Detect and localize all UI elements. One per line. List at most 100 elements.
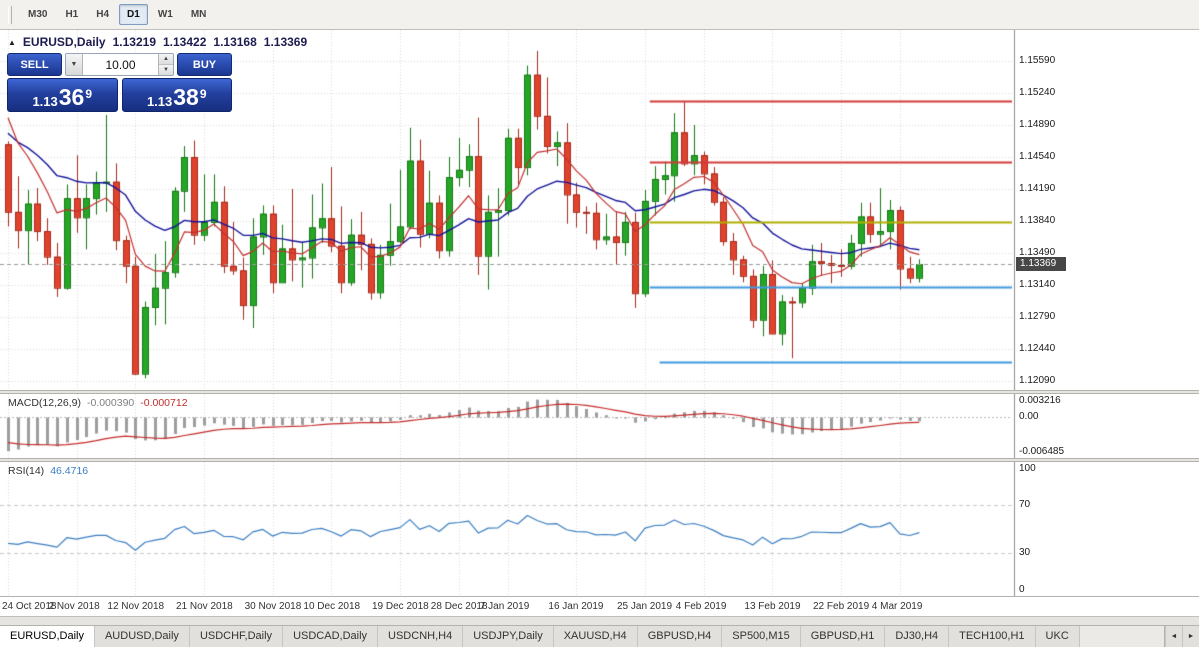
price-scale-label: 1.15240 (1019, 87, 1056, 98)
chart-title-close: 1.13369 (263, 35, 308, 49)
macd-canvas[interactable] (0, 394, 1199, 458)
price-scale-label: 1.15590 (1019, 54, 1056, 66)
chart-tab-dj30-h4[interactable]: DJ30,H4 (885, 626, 950, 647)
price-scale-label: 1.13140 (1019, 279, 1056, 291)
price-scale-label: 1.14190 (1019, 183, 1056, 194)
price-chart-panel: ▲ EURUSD,Daily 1.13219 1.13422 1.13168 1… (0, 30, 1199, 390)
macd-scale-label: -0.006485 (1019, 446, 1065, 457)
volume-control: ▼ 10.00 ▲ ▼ (65, 53, 174, 76)
buy-price-display[interactable]: 1.13 38 9 (121, 78, 232, 112)
chart-tabs-bar: EURUSD,Daily AUDUSD,Daily USDCHF,Daily USDC… (0, 625, 1199, 647)
macd-scale-label: 0.00 (1019, 410, 1039, 422)
timeframe-button-mn[interactable]: MN (183, 4, 215, 25)
sell-price-prefix: 1.13 (32, 94, 58, 109)
timeframe-toolbar: M30 H1 H4 D1 W1 MN (0, 0, 1199, 30)
tabs-scroll-right-button[interactable]: ► (1182, 626, 1199, 647)
buy-price-prefix: 1.13 (146, 94, 173, 109)
buy-price-big: 38 (173, 84, 199, 111)
chart-tab-usdcad-daily[interactable]: USDCAD,Daily (283, 626, 379, 647)
panel-splitter-1[interactable] (0, 390, 1199, 394)
chart-tab-gbpusd-h1[interactable]: GBPUSD,H1 (800, 626, 886, 647)
macd-signal-value: -0.000712 (140, 397, 188, 409)
volume-increase-button[interactable]: ▲ (159, 54, 173, 65)
date-axis-label: 2 Nov 2018 (48, 601, 100, 612)
macd-name: MACD(12,26,9) (8, 397, 81, 409)
chart-title-high: 1.13422 (163, 35, 207, 49)
panel-splitter-2[interactable] (0, 458, 1199, 462)
macd-label: MACD(12,26,9) -0.000390 -0.000712 (8, 397, 188, 409)
sell-price-sup: 9 (85, 87, 93, 101)
chart-window: ▲ EURUSD,Daily 1.13219 1.13422 1.13168 1… (0, 30, 1199, 616)
date-axis-label: 10 Dec 2018 (303, 601, 361, 612)
buy-button[interactable]: BUY (177, 53, 232, 76)
rsi-scale-label: 100 (1019, 463, 1036, 474)
date-axis-label: 28 Dec 2018 (430, 601, 488, 612)
price-scale-label: 1.13490 (1019, 247, 1056, 259)
timeframe-button-m30[interactable]: M30 (20, 4, 55, 25)
chart-tab-gbpusd-h4[interactable]: GBPUSD,H4 (637, 626, 723, 647)
rsi-name: RSI(14) (8, 465, 45, 477)
chart-tab-eurusd-daily[interactable]: EURUSD,Daily (0, 626, 95, 647)
date-axis-label: 4 Feb 2019 (675, 601, 727, 612)
one-click-trading-panel: SELL ▼ 10.00 ▲ ▼ BUY 1.13 36 9 (7, 53, 232, 112)
date-axis-label: 21 Nov 2018 (176, 601, 233, 612)
date-axis[interactable]: 24 Oct 2018 2 Nov 2018 12 Nov 2018 21 Nov 2… (0, 596, 1199, 616)
rsi-canvas[interactable] (0, 462, 1199, 596)
price-scale-label: 1.12440 (1019, 343, 1056, 355)
chart-tab-tech100-h1[interactable]: TECH100,H1 (949, 626, 1036, 647)
chart-title: ▲ EURUSD,Daily 1.13219 1.13422 1.13168 1… (8, 35, 307, 49)
date-axis-label: 16 Jan 2019 (548, 601, 604, 612)
chart-tab-usdchf-daily[interactable]: USDCHF,Daily (189, 626, 284, 647)
chart-tab-usdjpy-daily[interactable]: USDJPY,Daily (463, 626, 554, 647)
volume-spinner: ▲ ▼ (158, 54, 173, 75)
price-scale-label: 1.14540 (1019, 151, 1056, 162)
chart-tab-xauusd-h4[interactable]: XAUUSD,H4 (553, 626, 638, 647)
price-scale-label: 1.12790 (1019, 311, 1056, 323)
tabs-scroll-controls: ◄ ► (1164, 626, 1199, 647)
volume-decrease-button[interactable]: ▼ (159, 65, 173, 75)
price-scale-label: 1.12090 (1019, 375, 1056, 387)
timeframe-button-w1[interactable]: W1 (150, 4, 181, 25)
chart-tab-sp500-m15[interactable]: SP500,M15 (722, 626, 801, 647)
date-axis-label: 30 Nov 2018 (244, 601, 302, 612)
timeframe-button-h4[interactable]: H4 (88, 4, 117, 25)
sell-price-big: 36 (58, 84, 85, 111)
chart-tabs: EURUSD,Daily AUDUSD,Daily USDCHF,Daily USDC… (0, 626, 1164, 647)
chart-tab-ukc[interactable]: UKC (1035, 626, 1080, 647)
current-price-badge: 1.13369 (1016, 257, 1066, 272)
volume-dropdown-button[interactable]: ▼ (66, 54, 83, 75)
collapse-trade-panel-icon[interactable]: ▲ (8, 37, 16, 47)
macd-main-value: -0.000390 (86, 397, 135, 409)
sell-button[interactable]: SELL (7, 53, 62, 76)
date-axis-label: 22 Feb 2019 (813, 601, 870, 612)
toolbar-grip-handle[interactable] (8, 5, 12, 24)
rsi-panel: RSI(14) 46.4716 100 70 30 0 (0, 462, 1199, 596)
sell-price-display[interactable]: 1.13 36 9 (7, 78, 118, 112)
rsi-value: 46.4716 (50, 465, 89, 477)
chart-title-low: 1.13168 (213, 35, 257, 49)
macd-scale-label: 0.003216 (1019, 395, 1061, 406)
chart-title-symbol: EURUSD,Daily (22, 35, 106, 49)
timeframe-button-h1[interactable]: H1 (57, 4, 86, 25)
window-bottom-strip (0, 616, 1199, 625)
tabs-scroll-left-button[interactable]: ◄ (1165, 626, 1182, 647)
macd-panel: MACD(12,26,9) -0.000390 -0.000712 0.0032… (0, 394, 1199, 458)
price-scale-label: 1.14890 (1019, 119, 1056, 130)
date-axis-label: 12 Nov 2018 (107, 601, 165, 612)
volume-input[interactable]: 10.00 (105, 57, 136, 72)
date-axis-label: 13 Feb 2019 (744, 601, 801, 612)
rsi-label: RSI(14) 46.4716 (8, 465, 88, 477)
timeframe-button-d1[interactable]: D1 (119, 4, 148, 25)
rsi-scale-label: 0 (1019, 583, 1025, 595)
chart-tab-usdcnh-h4[interactable]: USDCNH,H4 (378, 626, 464, 647)
date-axis-label: 25 Jan 2019 (617, 601, 673, 612)
date-axis-label: 4 Mar 2019 (871, 601, 923, 612)
date-axis-label: 7 Jan 2019 (479, 601, 530, 612)
chart-tab-audusd-daily[interactable]: AUDUSD,Daily (94, 626, 190, 647)
chart-title-open: 1.13219 (112, 35, 156, 49)
rsi-scale-label: 30 (1019, 547, 1031, 559)
date-axis-label: 24 Oct 2018 (2, 601, 57, 612)
date-axis-label: 19 Dec 2018 (372, 601, 429, 612)
rsi-scale-label: 70 (1019, 498, 1031, 510)
